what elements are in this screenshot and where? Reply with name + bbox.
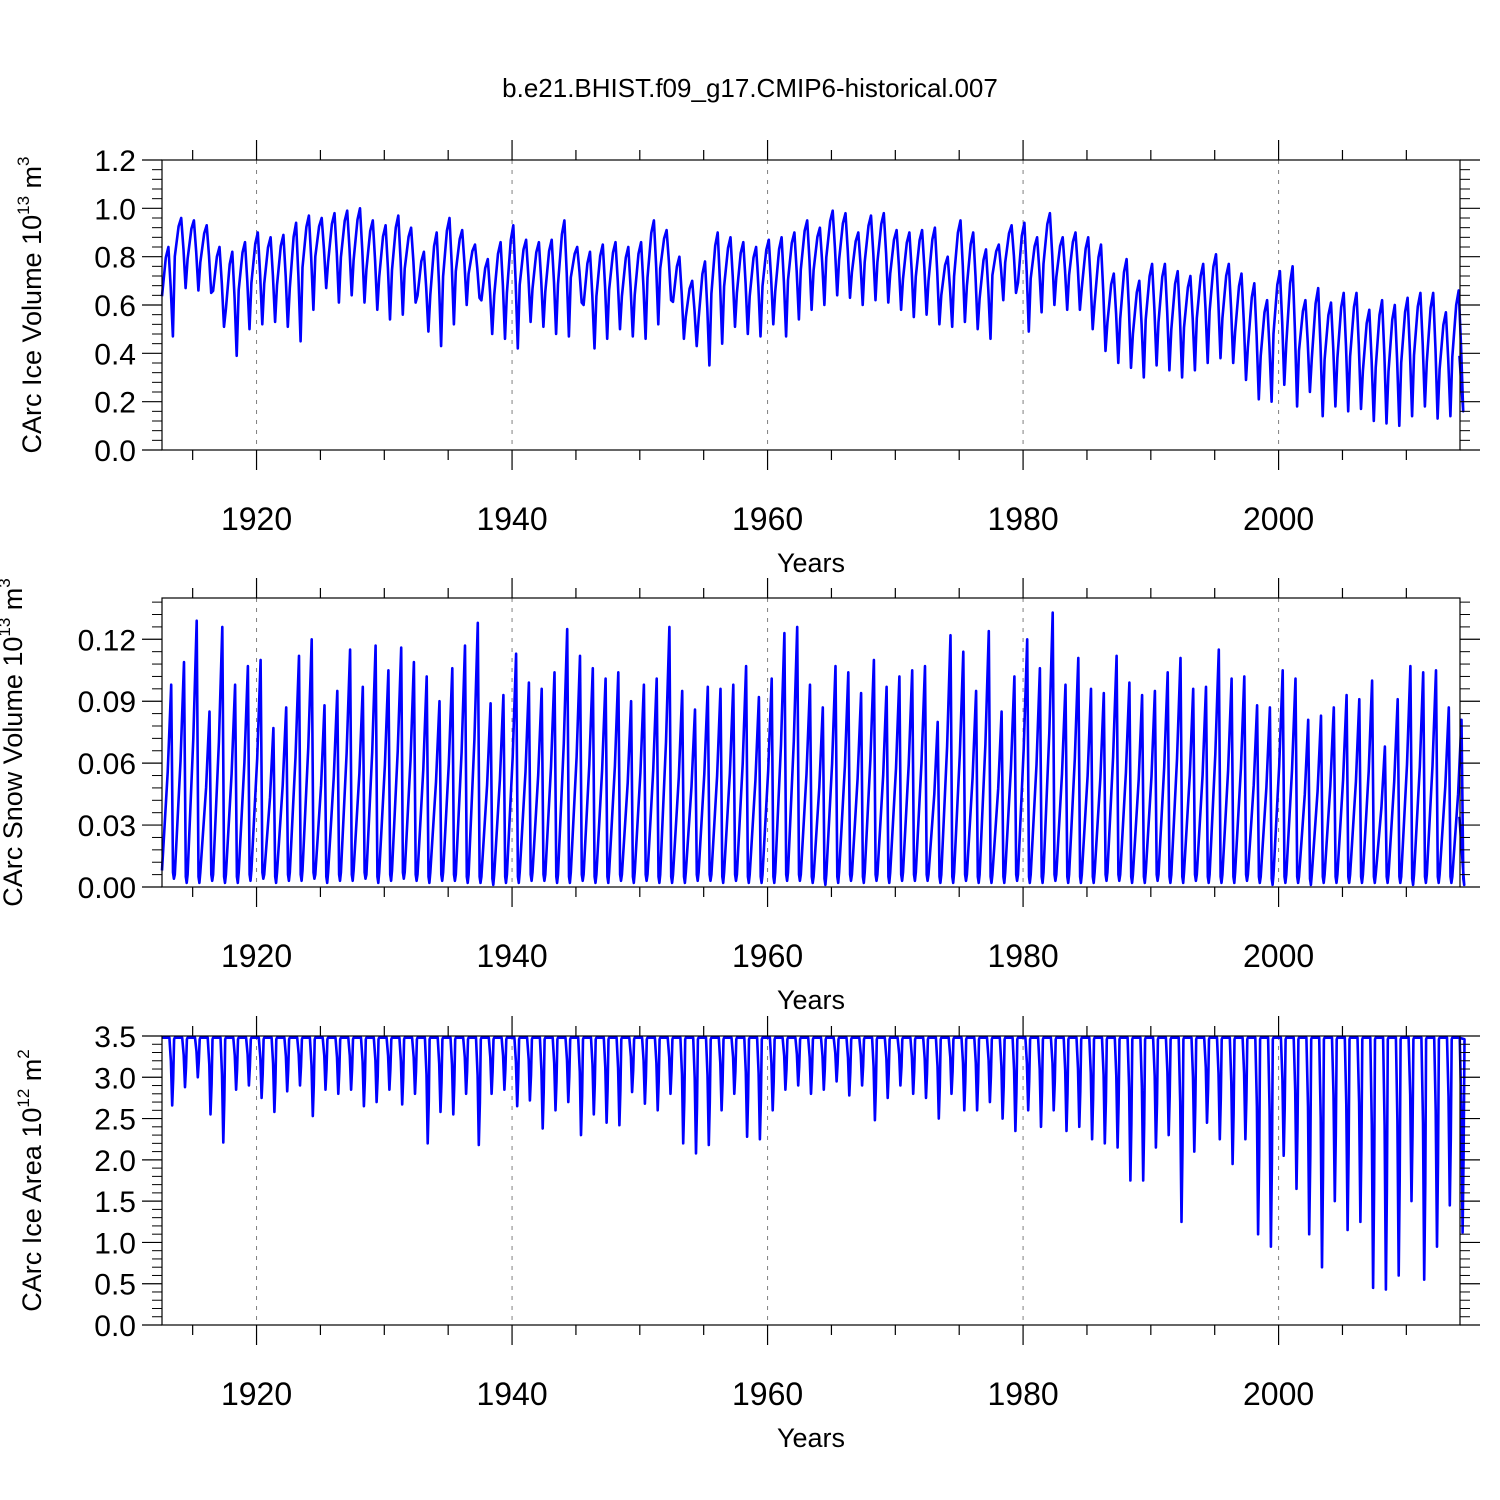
x-tick-label: 2000 xyxy=(1243,938,1314,974)
y-tick-label: 0.2 xyxy=(94,387,136,420)
x-tick-label: 1980 xyxy=(987,938,1058,974)
ice-volume-panel: 0.0 0.2 0.4 0.6 0.8 1.0 1.2 1920 1940 1960 1980 200… xyxy=(14,140,1480,578)
x-axis-label: Years xyxy=(777,1423,845,1453)
y-tick-label: 1.2 xyxy=(94,145,136,178)
y-tick-label: 0.12 xyxy=(78,624,136,657)
y-tick-label: 0.8 xyxy=(94,242,136,275)
x-tick-label: 1920 xyxy=(221,938,292,974)
y-tick-label: 1.5 xyxy=(94,1186,136,1219)
y-axis-label: CArc Ice Area 1012 m2 xyxy=(14,1049,47,1312)
series-line xyxy=(160,611,1466,887)
y-tick-label: 0.4 xyxy=(94,338,136,371)
y-tick-label: 1.0 xyxy=(94,1227,136,1260)
y-tick-label: 3.0 xyxy=(94,1062,136,1095)
ice-area-panel: 0.0 0.5 1.0 1.5 2.0 2.5 3.0 3.5 1920 1940 1960 1980… xyxy=(14,1016,1480,1453)
x-tick-label: 1940 xyxy=(476,501,547,537)
x-tick-label: 2000 xyxy=(1243,501,1314,537)
x-tick-label: 1920 xyxy=(221,1376,292,1412)
y-tick-label: 0.06 xyxy=(78,748,136,781)
x-tick-label: 1920 xyxy=(221,501,292,537)
y-tick-label: 0.0 xyxy=(94,1310,136,1343)
snow-volume-panel: 0.00 0.03 0.06 0.09 0.12 1920 1940 1960 1980 2000… xyxy=(0,578,1480,1015)
x-tick-label: 1940 xyxy=(476,938,547,974)
x-tick-label: 1980 xyxy=(987,501,1058,537)
x-tick-label: 1980 xyxy=(987,1376,1058,1412)
y-tick-label: 2.0 xyxy=(94,1145,136,1178)
x-tick-label: 2000 xyxy=(1243,1376,1314,1412)
y-tick-label: 0.0 xyxy=(94,435,136,468)
plot-frame xyxy=(161,597,1461,888)
y-axis-label: CArc Snow Volume 1013 m3 xyxy=(0,578,28,907)
y-tick-label: 0.09 xyxy=(78,686,136,719)
y-tick-label: 0.6 xyxy=(94,290,136,323)
series-line xyxy=(162,1036,1466,1291)
x-axis-label: Years xyxy=(777,548,845,578)
series-line xyxy=(160,207,1465,428)
y-tick-label: 1.0 xyxy=(94,193,136,226)
x-tick-label: 1960 xyxy=(732,938,803,974)
figure-title: b.e21.BHIST.f09_g17.CMIP6-historical.007 xyxy=(502,73,998,103)
y-tick-label: 0.5 xyxy=(94,1269,136,1302)
x-tick-label: 1960 xyxy=(732,1376,803,1412)
chart-panels: 0.0 0.2 0.4 0.6 0.8 1.0 1.2 1920 1940 1960 1980 200… xyxy=(0,140,1480,1453)
plot-frame xyxy=(161,1035,1461,1326)
x-axis-label: Years xyxy=(777,985,845,1015)
y-tick-label: 0.03 xyxy=(78,810,136,843)
y-axis-label: CArc Ice Volume 1013 m3 xyxy=(14,156,47,453)
y-tick-label: 0.00 xyxy=(78,872,136,905)
x-tick-label: 1940 xyxy=(476,1376,547,1412)
y-tick-label: 2.5 xyxy=(94,1104,136,1137)
x-tick-label: 1960 xyxy=(732,501,803,537)
y-tick-label: 3.5 xyxy=(94,1021,136,1054)
